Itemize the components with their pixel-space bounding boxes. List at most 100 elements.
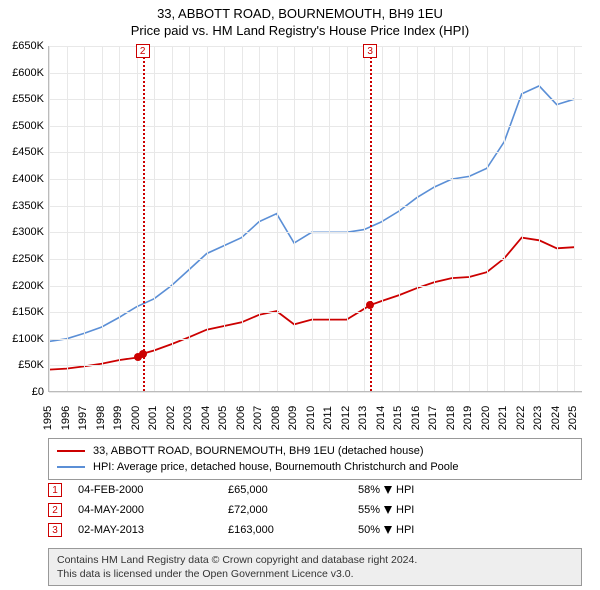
x-axis-label: 2017 <box>427 403 439 433</box>
x-axis-label: 2020 <box>480 403 492 433</box>
gridline-v <box>172 46 173 391</box>
gridline-v <box>329 46 330 391</box>
x-axis-label: 1995 <box>42 403 54 433</box>
gridline-v <box>382 46 383 391</box>
legend-label: 33, ABBOTT ROAD, BOURNEMOUTH, BH9 1EU (d… <box>93 443 424 459</box>
gridline-v <box>469 46 470 391</box>
x-axis-label: 2018 <box>445 403 457 433</box>
y-axis-label: £550K <box>4 93 44 105</box>
chart-plot-area: 23 <box>48 46 582 392</box>
x-axis-label: 2023 <box>532 403 544 433</box>
sale-price: £163,000 <box>228 524 358 536</box>
gridline-v <box>242 46 243 391</box>
y-axis-label: £450K <box>4 146 44 158</box>
legend: 33, ABBOTT ROAD, BOURNEMOUTH, BH9 1EU (d… <box>48 438 582 480</box>
y-axis-label: £350K <box>4 200 44 212</box>
gridline-h <box>49 179 582 180</box>
gridline-h <box>49 99 582 100</box>
legend-label: HPI: Average price, detached house, Bour… <box>93 459 458 475</box>
x-axis-label: 2019 <box>462 403 474 433</box>
sale-index-badge: 3 <box>48 523 62 537</box>
footer-line: Contains HM Land Registry data © Crown c… <box>57 553 573 567</box>
gridline-v <box>487 46 488 391</box>
x-axis-label: 2002 <box>165 403 177 433</box>
legend-swatch <box>57 466 85 468</box>
sale-diff: 50%HPI <box>358 524 414 536</box>
gridline-h <box>49 46 582 47</box>
sale-marker-dot <box>366 301 374 309</box>
event-badge: 2 <box>136 44 150 58</box>
sale-price: £65,000 <box>228 484 358 496</box>
x-axis-label: 2014 <box>375 403 387 433</box>
gridline-v <box>312 46 313 391</box>
x-axis-label: 2012 <box>340 403 352 433</box>
y-axis-label: £300K <box>4 226 44 238</box>
gridline-h <box>49 206 582 207</box>
gridline-v <box>102 46 103 391</box>
sale-diff-vs: HPI <box>396 484 414 496</box>
sale-diff-pct: 55% <box>358 504 380 516</box>
gridline-v <box>189 46 190 391</box>
event-marker-line <box>370 46 372 391</box>
gridline-h <box>49 232 582 233</box>
gridline-v <box>119 46 120 391</box>
x-axis-label: 2007 <box>252 403 264 433</box>
gridline-h <box>49 126 582 127</box>
x-axis-label: 2013 <box>357 403 369 433</box>
gridline-v <box>154 46 155 391</box>
y-axis-label: £50K <box>4 359 44 371</box>
gridline-v <box>574 46 575 391</box>
y-axis-label: £100K <box>4 333 44 345</box>
gridline-v <box>522 46 523 391</box>
event-badge: 3 <box>363 44 377 58</box>
x-axis-label: 2024 <box>550 403 562 433</box>
sale-date: 04-FEB-2000 <box>78 484 228 496</box>
sale-row: 3 02-MAY-2013£163,00050%HPI <box>48 520 582 540</box>
sale-date: 02-MAY-2013 <box>78 524 228 536</box>
legend-swatch <box>57 450 85 452</box>
gridline-v <box>557 46 558 391</box>
y-axis-label: £200K <box>4 280 44 292</box>
chart-title-block: 33, ABBOTT ROAD, BOURNEMOUTH, BH9 1EU Pr… <box>0 0 600 38</box>
gridline-v <box>67 46 68 391</box>
gridline-v <box>259 46 260 391</box>
x-axis-label: 2021 <box>497 403 509 433</box>
gridline-v <box>207 46 208 391</box>
event-marker-line <box>143 46 145 391</box>
gridline-v <box>294 46 295 391</box>
gridline-v <box>84 46 85 391</box>
sale-diff: 55%HPI <box>358 504 414 516</box>
gridline-h <box>49 259 582 260</box>
y-axis-label: £500K <box>4 120 44 132</box>
arrow-down-icon <box>384 506 392 514</box>
sale-index-badge: 1 <box>48 483 62 497</box>
y-axis-label: £650K <box>4 40 44 52</box>
sales-table: 1 04-FEB-2000£65,00058% HPI 2 04-MAY-2000£72… <box>48 480 582 540</box>
chart-subtitle: Price paid vs. HM Land Registry's House … <box>0 23 600 38</box>
gridline-v <box>277 46 278 391</box>
sale-diff-vs: HPI <box>396 524 414 536</box>
gridline-v <box>49 46 50 391</box>
gridline-h <box>49 312 582 313</box>
gridline-v <box>347 46 348 391</box>
sale-diff: 58% HPI <box>358 484 414 496</box>
legend-item: 33, ABBOTT ROAD, BOURNEMOUTH, BH9 1EU (d… <box>57 443 573 459</box>
x-axis-label: 2009 <box>287 403 299 433</box>
x-axis-label: 2016 <box>410 403 422 433</box>
chart-title: 33, ABBOTT ROAD, BOURNEMOUTH, BH9 1EU <box>0 6 600 21</box>
gridline-h <box>49 73 582 74</box>
sale-price: £72,000 <box>228 504 358 516</box>
sale-row: 1 04-FEB-2000£65,00058% HPI <box>48 480 582 500</box>
gridline-v <box>539 46 540 391</box>
x-axis-label: 1998 <box>95 403 107 433</box>
sale-date: 04-MAY-2000 <box>78 504 228 516</box>
sale-index-badge: 2 <box>48 503 62 517</box>
x-axis-label: 2001 <box>147 403 159 433</box>
x-axis-label: 2000 <box>130 403 142 433</box>
legend-item: HPI: Average price, detached house, Bour… <box>57 459 573 475</box>
sale-diff-pct: 58% <box>358 484 380 496</box>
arrow-down-icon <box>384 486 392 494</box>
gridline-v <box>417 46 418 391</box>
gridline-v <box>434 46 435 391</box>
x-axis-label: 2006 <box>235 403 247 433</box>
